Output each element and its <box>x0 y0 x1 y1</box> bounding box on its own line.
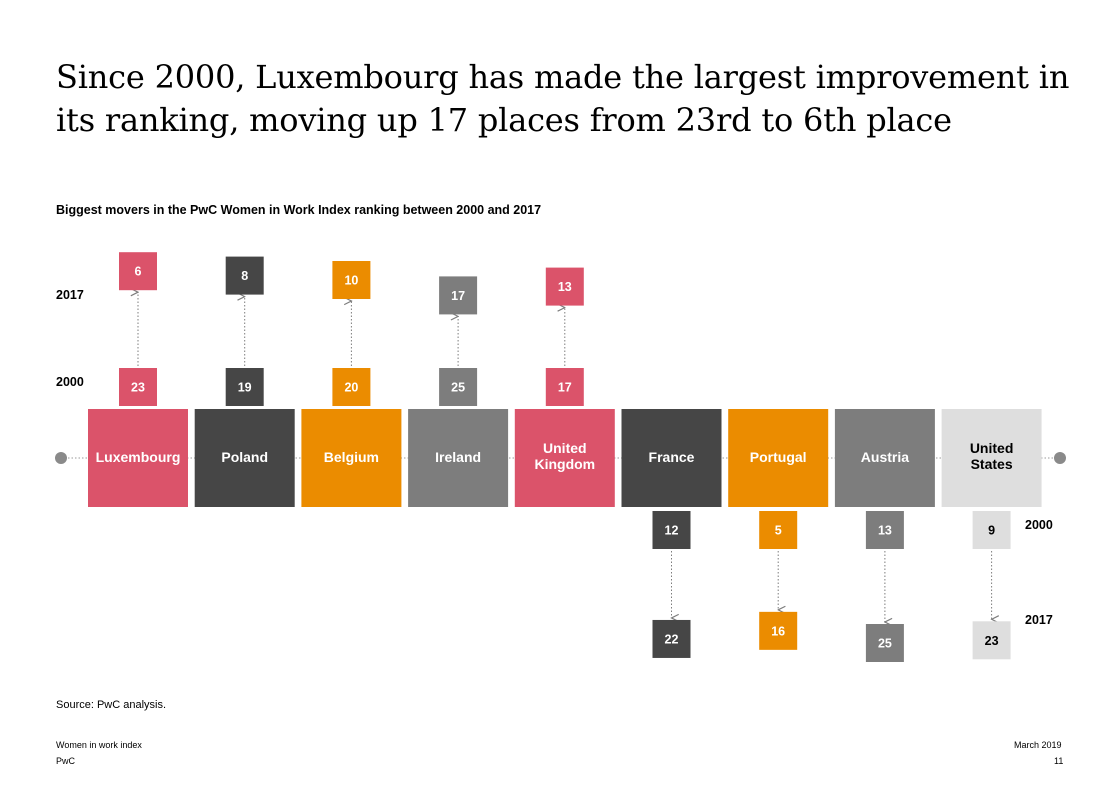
svg-text:22: 22 <box>665 632 679 646</box>
footer-page-number: 11 <box>1054 756 1064 766</box>
footer-report-name: Women in work index <box>56 740 142 750</box>
svg-text:13: 13 <box>558 280 572 294</box>
rank-2017-united-kingdom: 13 <box>545 267 584 306</box>
year-label-2000-lower: 2000 <box>1025 518 1053 532</box>
svg-text:10: 10 <box>344 274 358 288</box>
rank-2000-poland: 19 <box>225 368 264 406</box>
svg-text:13: 13 <box>878 524 892 538</box>
svg-text:25: 25 <box>451 381 465 395</box>
country-block-austria: Austria <box>834 409 935 507</box>
year-label-2017-upper: 2017 <box>56 288 84 302</box>
rank-2017-france: 22 <box>652 619 691 658</box>
country-block-portugal: Portugal <box>728 409 829 507</box>
timeline-start-dot <box>55 452 67 464</box>
rank-2017-belgium: 10 <box>332 261 371 299</box>
rank-2017-poland: 8 <box>225 256 264 295</box>
svg-text:Poland: Poland <box>221 449 268 465</box>
svg-text:Belgium: Belgium <box>324 449 379 465</box>
country-block-united-states: United States <box>941 409 1042 507</box>
rank-2000-belgium: 20 <box>332 368 371 406</box>
svg-text:8: 8 <box>241 269 248 283</box>
chart-subtitle: Biggest movers in the PwC Women in Work … <box>56 203 542 217</box>
country-block-ireland: Ireland <box>408 409 509 507</box>
svg-text:12: 12 <box>665 524 679 538</box>
footer-company: PwC <box>56 756 76 766</box>
rank-2000-ireland: 25 <box>439 368 478 406</box>
svg-text:6: 6 <box>135 265 142 279</box>
svg-text:16: 16 <box>771 624 785 638</box>
svg-text:Luxembourg: Luxembourg <box>96 449 181 465</box>
svg-text:9: 9 <box>988 524 995 538</box>
country-block-belgium: Belgium <box>301 409 402 507</box>
rank-2017-ireland: 17 <box>439 276 478 315</box>
rank-2017-united-states: 23 <box>972 621 1011 660</box>
svg-text:23: 23 <box>985 634 999 648</box>
footer-date: March 2019 <box>1014 740 1062 750</box>
svg-text:17: 17 <box>558 381 572 395</box>
svg-text:25: 25 <box>878 637 892 651</box>
country-block-united-kingdom: United Kingdom <box>514 409 615 507</box>
rank-2000-portugal: 5 <box>759 511 798 549</box>
rank-2000-austria: 13 <box>865 511 904 549</box>
svg-text:23: 23 <box>131 381 145 395</box>
country-block-poland: Poland <box>194 409 295 507</box>
rank-2017-luxembourg: 6 <box>119 252 157 291</box>
svg-text:France: France <box>649 449 695 465</box>
timeline-end-dot <box>1054 452 1066 464</box>
year-label-2017-lower: 2017 <box>1025 613 1053 627</box>
rank-2017-austria: 25 <box>865 624 904 662</box>
rank-2017-portugal: 16 <box>759 611 798 650</box>
svg-text:Portugal: Portugal <box>750 449 807 465</box>
svg-text:Austria: Austria <box>861 449 909 465</box>
svg-text:Ireland: Ireland <box>435 449 481 465</box>
rank-2000-france: 12 <box>652 511 691 549</box>
svg-text:5: 5 <box>775 524 782 538</box>
svg-text:19: 19 <box>238 381 252 395</box>
rank-2000-united-states: 9 <box>972 511 1011 549</box>
year-label-2000-upper: 2000 <box>56 375 84 389</box>
country-block-france: France <box>621 409 722 507</box>
rank-2000-united-kingdom: 17 <box>545 368 584 406</box>
rank-2000-luxembourg: 23 <box>119 368 157 406</box>
svg-text:17: 17 <box>451 289 465 303</box>
country-block-luxembourg: Luxembourg <box>88 409 188 507</box>
page-title: Since 2000, Luxembourg has made the larg… <box>56 58 1070 139</box>
source-note: Source: PwC analysis. <box>56 699 167 711</box>
svg-text:20: 20 <box>344 381 358 395</box>
